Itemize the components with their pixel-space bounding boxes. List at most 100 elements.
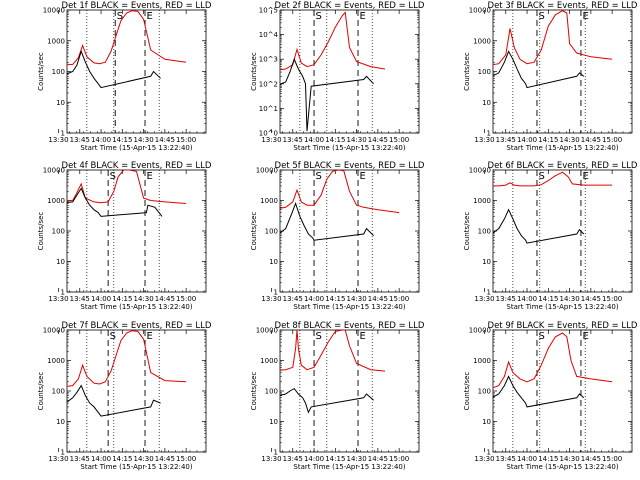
x-tick-label: 14:30 [134,136,154,144]
x-tick-label: 14:45 [581,136,601,144]
marker-label: S [117,11,123,22]
x-tick-label: 14:30 [134,295,154,303]
y-tick-label: 100 [52,228,65,236]
y-tick-label: 1 [61,130,65,138]
plot-frame [492,9,633,134]
x-tick-label: 15:00 [389,295,409,303]
marker-label: E [360,171,366,182]
y-tick-label: 100 [478,68,491,76]
chart-title: Det 9f BLACK = Events, RED = LLD [488,321,638,331]
y-tick-label: 10000 [43,167,65,175]
x-axis-label: Start Time (15-Apr-15 13:22:40) [80,463,192,471]
x-tick-label: 14:30 [560,295,580,303]
x-tick-label: 14:45 [155,295,175,303]
x-tick-label: 14:15 [538,295,558,303]
marker-label: E [582,171,588,182]
x-tick-label: 14:15 [538,136,558,144]
x-tick-label: 14:45 [155,455,175,463]
y-tick-label: 10000 [469,7,491,15]
x-tick-label: 14:30 [560,455,580,463]
black-events-series-line [67,49,161,89]
chart-title: Det 6f BLACK = Events, RED = LLD [488,161,638,171]
chart-panel-4: Det 4f BLACK = Events, RED = LLD 1 10 100 10… [37,161,212,311]
y-axis-label: Counts/sec [250,372,258,411]
x-axis-label: Start Time (15-Apr-15 13:22:40) [80,144,192,152]
y-axis-label: Counts/sec [37,52,45,91]
x-tick-label: 14:30 [134,455,154,463]
marker-label: S [538,171,544,182]
marker-label: S [110,171,116,182]
x-tick-label: 13:45 [283,455,303,463]
y-tick-label: 1000 [47,197,65,205]
x-tick-label: 14:45 [155,136,175,144]
x-tick-label: 14:45 [368,295,388,303]
x-tick-label: 14:00 [517,136,537,144]
x-tick-label: 15:00 [389,455,409,463]
x-tick-label: 15:00 [602,295,622,303]
plot-frame [279,169,420,293]
black-events-series-line [280,57,374,132]
x-tick-label: 14:00 [517,295,537,303]
y-tick-label: 100 [52,68,65,76]
marker-label: S [316,11,322,22]
x-tick-label: 13:30 [261,295,281,303]
x-tick-label: 14:30 [347,136,367,144]
y-tick-label: 10000 [469,327,491,335]
x-axis-label: Start Time (15-Apr-15 13:22:40) [506,463,618,471]
x-tick-label: 14:00 [517,455,537,463]
marker-label: E [147,331,153,342]
black-events-series-line [280,387,374,414]
x-tick-label: 13:30 [48,455,68,463]
y-tick-label: 10 [56,418,65,426]
y-tick-label: 10^0 [259,130,278,138]
x-tick-label: 14:00 [304,136,324,144]
x-tick-label: 15:00 [176,295,196,303]
x-tick-label: 14:00 [304,455,324,463]
y-tick-label: 10 [269,258,278,266]
chart-title: Det 4f BLACK = Events, RED = LLD [62,161,212,171]
x-tick-label: 15:00 [602,455,622,463]
x-tick-label: 14:00 [91,136,111,144]
chart-title: Det 1f BLACK = Events, RED = LLD [62,1,212,11]
marker-label: E [582,331,588,342]
y-tick-label: 10^5 [259,7,278,15]
black-events-series-line [493,375,585,408]
chart-title: Det 2f BLACK = Events, RED = LLD [275,1,425,11]
x-tick-label: 13:45 [70,455,90,463]
chart-panel-9: Det 9f BLACK = Events, RED = LLD 1 10 100 10… [463,321,638,471]
y-tick-label: 1 [487,449,491,457]
x-tick-label: 14:00 [91,295,111,303]
y-tick-label: 1 [487,130,491,138]
marker-label: S [110,331,116,342]
chart-panel-1: Det 1f BLACK = Events, RED = LLD 1 10 100 10… [37,1,212,152]
x-tick-label: 14:15 [325,455,345,463]
plot-frame [66,329,207,453]
y-tick-label: 10000 [43,327,65,335]
y-tick-label: 10 [482,258,491,266]
y-tick-label: 100 [478,388,491,396]
chart-panel-6: Det 6f BLACK = Events, RED = LLD 1 10 100 10… [463,161,638,311]
plot-frame [279,9,420,134]
x-tick-label: 13:45 [496,455,516,463]
chart-title: Det 5f BLACK = Events, RED = LLD [275,161,425,171]
y-tick-label: 100 [52,388,65,396]
x-axis-label: Start Time (15-Apr-15 13:22:40) [506,303,618,311]
red-lld-series-line [280,170,400,214]
y-axis-label: Counts/sec [463,52,471,91]
x-tick-label: 13:30 [261,136,281,144]
y-tick-label: 10^3 [259,56,278,64]
x-tick-label: 13:45 [70,295,90,303]
x-tick-label: 13:45 [70,136,90,144]
black-events-series-line [67,187,163,217]
y-tick-label: 10 [482,418,491,426]
y-axis-label: Counts/sec [37,212,45,251]
red-lld-series-line [280,11,386,71]
x-tick-label: 13:30 [474,136,494,144]
y-tick-label: 100 [265,228,278,236]
x-tick-label: 14:45 [368,136,388,144]
x-axis-label: Start Time (15-Apr-15 13:22:40) [293,144,405,152]
y-tick-label: 10^2 [259,80,278,88]
x-tick-label: 14:15 [112,136,132,144]
red-lld-series-line [280,330,386,372]
y-tick-label: 100 [478,228,491,236]
